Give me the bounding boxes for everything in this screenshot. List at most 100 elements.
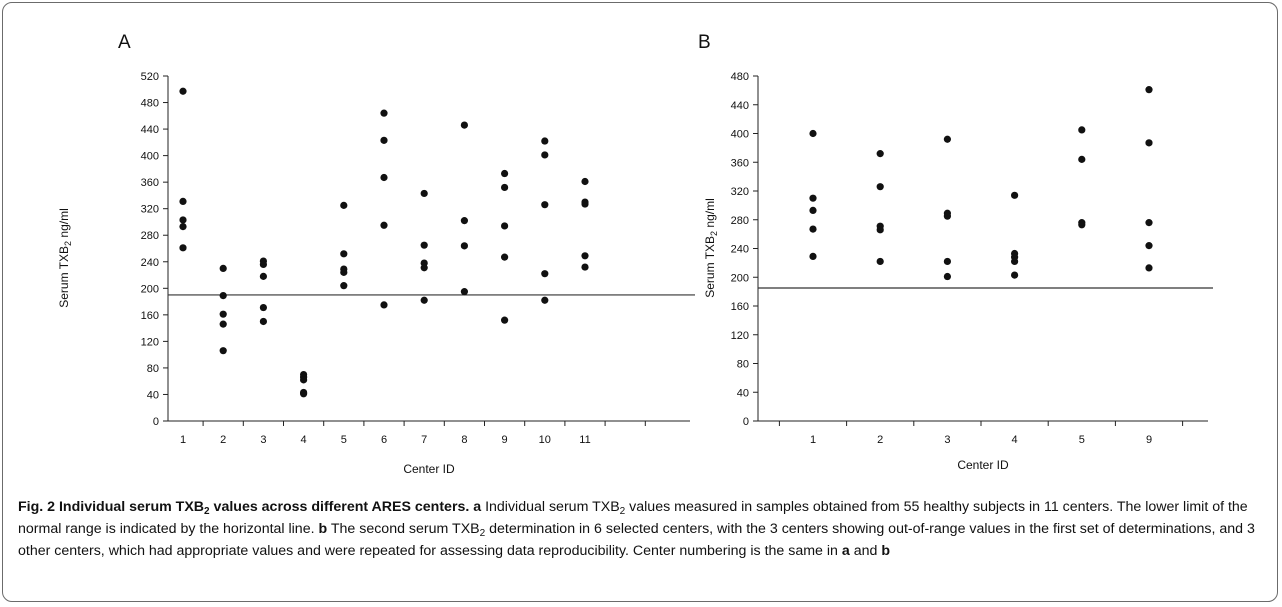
panel-b-data-point <box>1078 221 1086 229</box>
panel-a-x-tick-label: 7 <box>421 434 427 446</box>
panel-b-y-tick-label: 360 <box>731 157 749 169</box>
panel-a-data-point <box>501 169 509 178</box>
panel-a-data-point <box>581 263 589 271</box>
panel-b-x-tick-label: 1 <box>810 434 816 446</box>
panel-a-x-tick-label: 4 <box>301 434 307 446</box>
panel-b-y-tick-label: 280 <box>731 215 749 227</box>
panel-a-data-point <box>501 253 509 261</box>
panel-a-data-point <box>340 268 348 276</box>
panel-b-y-tick-label: 320 <box>731 186 749 198</box>
panel-b-data-point <box>809 225 817 233</box>
panel-b-data-point <box>1145 86 1153 94</box>
panel-a-data-point <box>179 87 187 95</box>
panel-a-data-point <box>259 317 267 326</box>
panel-b-x-axis: 1 2 3 4 5 9 <box>758 420 1208 446</box>
panel-a-y-tick-label: 80 <box>147 363 159 375</box>
panel-a-data-point <box>340 201 348 209</box>
panel-b-y-tick-label: 40 <box>737 387 749 399</box>
panel-b-data-point <box>1011 191 1019 199</box>
panel-b-x-tick-label: 3 <box>944 434 950 446</box>
caption-title: Fig. 2 Individual serum TXB2 values acro… <box>18 499 470 517</box>
panel-a-x-tick-label: 3 <box>260 434 266 446</box>
panel-b-y-tick-label: 440 <box>731 100 749 112</box>
panel-b-y-tick-label: 0 <box>743 416 749 428</box>
svg-text:Serum TXB2 ng/ml: Serum TXB2 ng/ml <box>57 208 73 308</box>
panel-b-y-tick-label: 240 <box>731 244 749 256</box>
panel-a-data-point <box>581 200 589 208</box>
panel-a-label: A <box>118 32 131 53</box>
panel-b-data-point <box>1078 155 1086 163</box>
panel-a-y-tick-label: 200 <box>141 283 159 295</box>
figure-caption: Fig. 2 Individual serum TXB2 values acro… <box>18 499 1255 559</box>
panel-b-x-axis-label: Center ID <box>957 458 1009 472</box>
panel-a-y-tick-label: 480 <box>141 98 159 110</box>
panel-a-data-point <box>541 137 549 145</box>
panel-b-label: B <box>698 32 711 53</box>
panel-b-y-tick-label: 200 <box>731 272 749 284</box>
panel-a-data-point <box>581 252 589 260</box>
panel-b-data-point <box>1078 126 1086 134</box>
panel-b-y-axis-label: Serum TXB2 ng/ml <box>703 198 719 298</box>
panel-b-data-point <box>809 129 817 138</box>
caption-text-a: Individual serum TXB <box>481 499 620 515</box>
panel-a-data-point <box>380 221 388 229</box>
panel-a-x-tick-label: 10 <box>539 434 551 446</box>
panel-a-data-point <box>179 216 187 224</box>
panel-b-data-point <box>1011 271 1019 279</box>
panel-a-data-point <box>541 270 549 278</box>
panel-a-data-point <box>179 244 187 252</box>
panel-a-y-axis-label: Serum TXB2 ng/ml <box>57 208 73 308</box>
panel-b-data-point <box>1145 242 1153 250</box>
panel-a-x-tick-label: 11 <box>579 434 590 446</box>
panel-a-data-point <box>420 189 428 198</box>
panel-a-data-point <box>420 241 428 249</box>
panel-a-y-tick-label: 360 <box>141 177 159 189</box>
panel-b: B Serum TXB2 ng/ml 0 40 80 120 160 200 240 280 3… <box>698 32 1213 472</box>
panel-a-y-tick-label: 40 <box>147 389 159 401</box>
panel-b-data-point <box>809 206 817 215</box>
panel-b-data-point <box>1145 219 1153 227</box>
panel-a-x-tick-label: 8 <box>461 434 467 446</box>
panel-a-data-point <box>300 376 308 384</box>
panel-a-points <box>179 87 589 398</box>
panel-b-data-point <box>943 257 952 266</box>
panel-b-data-point <box>809 194 817 202</box>
caption-text-b: The second serum TXB <box>327 521 480 537</box>
caption-label-b: b <box>318 521 328 537</box>
panel-b-data-point <box>943 272 952 281</box>
panel-b-y-axis: 0 40 80 120 160 200 240 280 320 360 400 440 480 <box>731 71 759 428</box>
panel-a-data-point <box>219 320 227 328</box>
panel-b-x-tick-label: 9 <box>1146 434 1152 446</box>
panel-a-data-point <box>460 217 468 225</box>
panel-a-y-axis: 0 40 80 120 160 200 240 280 320 360 400 440 480 520 <box>141 71 169 428</box>
panel-b-data-point <box>809 252 817 261</box>
panel-a-data-point <box>380 109 388 117</box>
panel-b-x-tick-label: 2 <box>877 434 883 446</box>
panel-a-data-point <box>420 296 428 304</box>
panel-b-points <box>809 86 1153 281</box>
panel-b-data-point <box>943 212 952 220</box>
panel-b-data-point <box>1011 257 1019 266</box>
panel-a-data-point <box>541 296 549 304</box>
panel-a-data-point <box>541 151 549 159</box>
panel-b-data-point <box>876 150 884 158</box>
panel-b-data-point <box>1145 264 1153 272</box>
panel-a-data-point <box>219 292 227 300</box>
svg-text:Serum TXB2 ng/ml: Serum TXB2 ng/ml <box>703 198 719 298</box>
panel-a-data-point <box>259 260 267 269</box>
panel-b-y-tick-label: 400 <box>731 129 749 141</box>
panel-a-data-point <box>501 316 509 324</box>
panel-a-data-point <box>300 390 308 398</box>
panel-a-data-point <box>501 222 509 230</box>
panel-a-x-tick-label: 6 <box>381 434 387 446</box>
panel-a-y-tick-label: 0 <box>153 416 159 428</box>
panel-b-y-tick-label: 160 <box>731 301 749 313</box>
panel-b-data-point <box>1145 139 1153 147</box>
panel-a-y-tick-label: 440 <box>141 124 159 136</box>
panel-a: A Serum TXB2 ng/ml 0 40 80 120 160 200 240 280 3… <box>57 32 695 476</box>
panel-b-data-point <box>876 257 884 266</box>
panel-a-data-point <box>460 242 468 250</box>
panel-a-data-point <box>179 223 187 231</box>
